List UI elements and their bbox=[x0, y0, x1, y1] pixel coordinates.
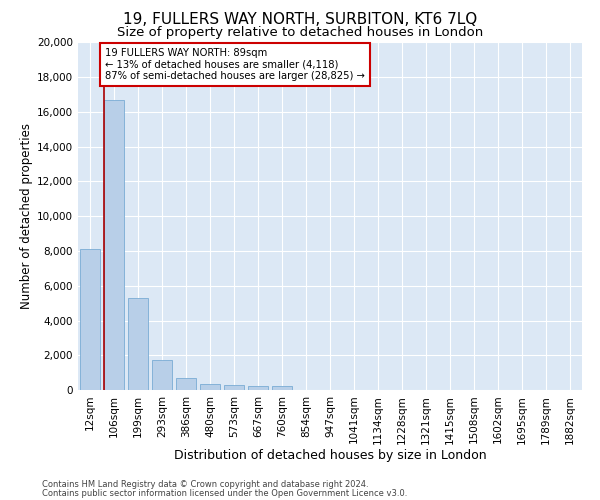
Bar bbox=[272, 386, 292, 390]
Bar bbox=[200, 384, 220, 390]
Text: Contains public sector information licensed under the Open Government Licence v3: Contains public sector information licen… bbox=[42, 488, 407, 498]
Y-axis label: Number of detached properties: Number of detached properties bbox=[20, 123, 33, 309]
Text: Contains HM Land Registry data © Crown copyright and database right 2024.: Contains HM Land Registry data © Crown c… bbox=[42, 480, 368, 489]
Bar bbox=[224, 385, 244, 390]
Bar bbox=[104, 100, 124, 390]
Bar bbox=[80, 250, 100, 390]
Text: 19, FULLERS WAY NORTH, SURBITON, KT6 7LQ: 19, FULLERS WAY NORTH, SURBITON, KT6 7LQ bbox=[123, 12, 477, 28]
Bar bbox=[248, 386, 268, 390]
Bar bbox=[128, 298, 148, 390]
Bar bbox=[152, 360, 172, 390]
X-axis label: Distribution of detached houses by size in London: Distribution of detached houses by size … bbox=[173, 449, 487, 462]
Text: 19 FULLERS WAY NORTH: 89sqm
← 13% of detached houses are smaller (4,118)
87% of : 19 FULLERS WAY NORTH: 89sqm ← 13% of det… bbox=[105, 48, 365, 81]
Text: Size of property relative to detached houses in London: Size of property relative to detached ho… bbox=[117, 26, 483, 39]
Bar bbox=[176, 378, 196, 390]
